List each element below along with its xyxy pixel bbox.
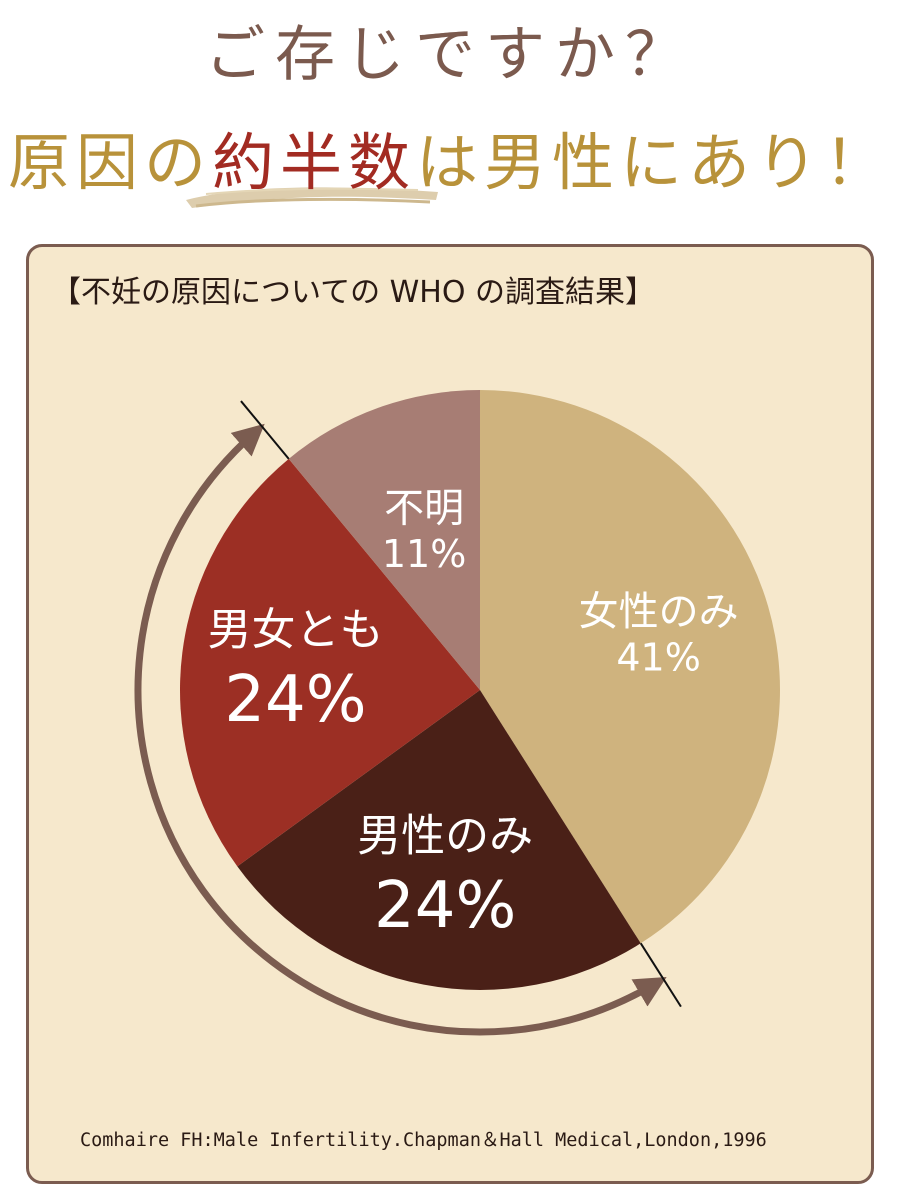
boundary-tick	[240, 400, 290, 460]
slice-label-value: 24%	[224, 663, 366, 737]
source-citation: Comhaire FH:Male Infertility.Chapman＆Hal…	[80, 1130, 767, 1151]
span-arrow	[134, 423, 667, 1036]
slice-label-name: 女性のみ	[579, 589, 739, 635]
slice-label-name: 男性のみ	[357, 810, 533, 861]
slice-label-name: 男女とも	[207, 604, 383, 655]
chart-title: 【不妊の原因についての WHO の調査結果】	[51, 275, 656, 310]
headline-main: 原因の約半数は男性にあり！	[0, 112, 900, 202]
slice-label-value: 24%	[374, 869, 516, 943]
boundary-tick	[639, 942, 682, 1008]
headline-question: ご存じですか？	[205, 20, 695, 90]
headline-accent: 約半数	[211, 126, 416, 199]
slice-label-value: 11%	[382, 532, 466, 576]
headline-part1: 原因の	[7, 126, 212, 199]
headline-part2: は男性にあり！	[416, 126, 893, 199]
slice-label-name: 不明	[384, 485, 464, 531]
brush-underline	[186, 187, 438, 208]
slice-label-value: 41%	[616, 635, 700, 679]
